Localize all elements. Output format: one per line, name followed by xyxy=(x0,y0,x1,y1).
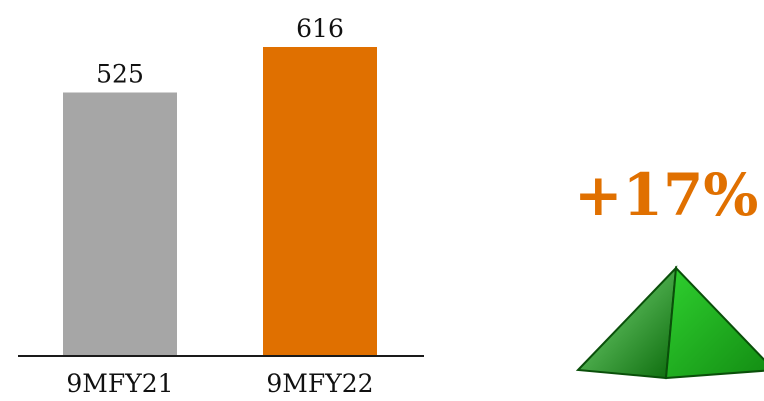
bar-value-label: 525 xyxy=(96,60,144,89)
bar-9MFY22 xyxy=(263,47,377,355)
percent-change-label: +17% xyxy=(574,161,759,229)
categories-layer: 9MFY21 9MFY22 xyxy=(66,369,373,398)
category-label: 9MFY21 xyxy=(66,369,173,398)
bars-layer xyxy=(63,47,377,355)
up-triangle-shape xyxy=(575,265,764,380)
up-triangle-icon xyxy=(575,265,764,380)
bar-9MFY21 xyxy=(63,92,177,355)
labels-layer: 525 616 xyxy=(96,14,344,89)
category-label: 9MFY22 xyxy=(266,369,373,398)
bar-value-label: 616 xyxy=(296,14,344,43)
